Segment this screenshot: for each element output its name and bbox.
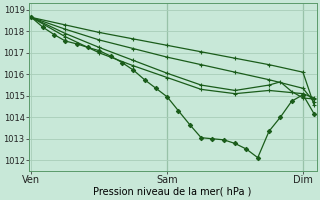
X-axis label: Pression niveau de la mer( hPa ): Pression niveau de la mer( hPa ) — [93, 187, 252, 197]
